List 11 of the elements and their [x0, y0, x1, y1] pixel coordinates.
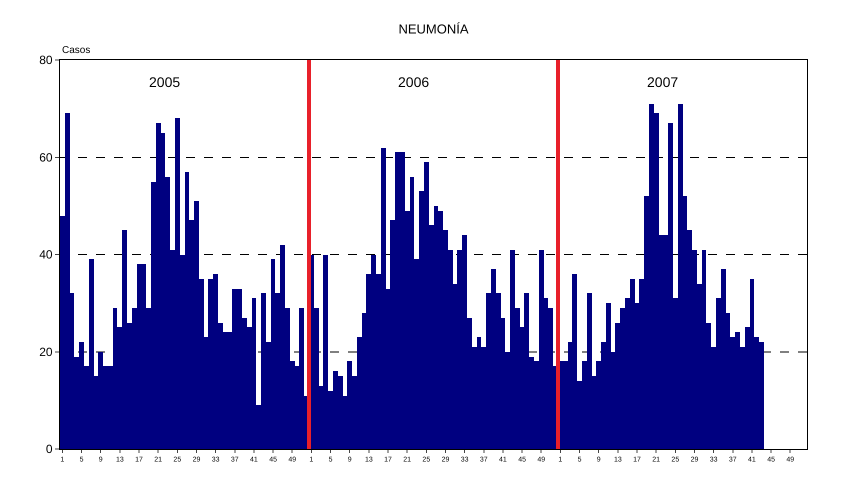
y-tick-label: 40 — [39, 248, 53, 262]
annotation: 2006 — [398, 74, 430, 90]
annotation: 2005 — [149, 74, 180, 90]
y-axis-title: Casos — [62, 45, 90, 56]
y-tick-label: 0 — [46, 442, 53, 456]
y-tick-label: 20 — [39, 344, 53, 359]
y-tick-label: 60 — [39, 150, 53, 164]
bar — [299, 308, 304, 449]
chart-title: NEUMONÍA — [398, 22, 469, 37]
y-tick-label: 80 — [39, 53, 53, 68]
annotation: 2007 — [647, 74, 678, 90]
